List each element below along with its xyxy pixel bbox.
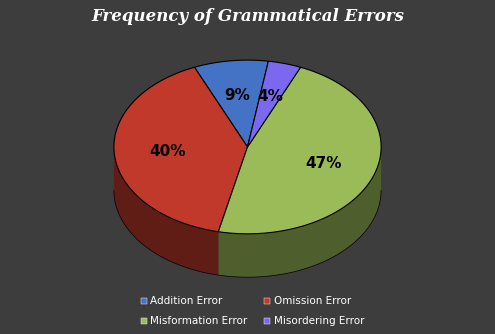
Text: Omission Error: Omission Error xyxy=(274,296,351,306)
Text: Addition Error: Addition Error xyxy=(150,296,222,306)
Text: 40%: 40% xyxy=(149,144,186,159)
Text: 9%: 9% xyxy=(225,88,250,103)
Polygon shape xyxy=(195,60,268,147)
Bar xyxy=(141,298,147,304)
Polygon shape xyxy=(114,148,218,275)
Text: Misordering Error: Misordering Error xyxy=(274,316,364,326)
Bar xyxy=(264,318,270,324)
Polygon shape xyxy=(218,67,381,234)
Polygon shape xyxy=(114,67,248,232)
Bar xyxy=(264,298,270,304)
Text: Frequency of Grammatical Errors: Frequency of Grammatical Errors xyxy=(91,8,404,25)
Text: Misformation Error: Misformation Error xyxy=(150,316,247,326)
Polygon shape xyxy=(248,61,300,147)
Text: 4%: 4% xyxy=(257,90,283,105)
Bar xyxy=(141,318,147,324)
Text: 47%: 47% xyxy=(305,156,342,171)
Polygon shape xyxy=(218,147,381,277)
